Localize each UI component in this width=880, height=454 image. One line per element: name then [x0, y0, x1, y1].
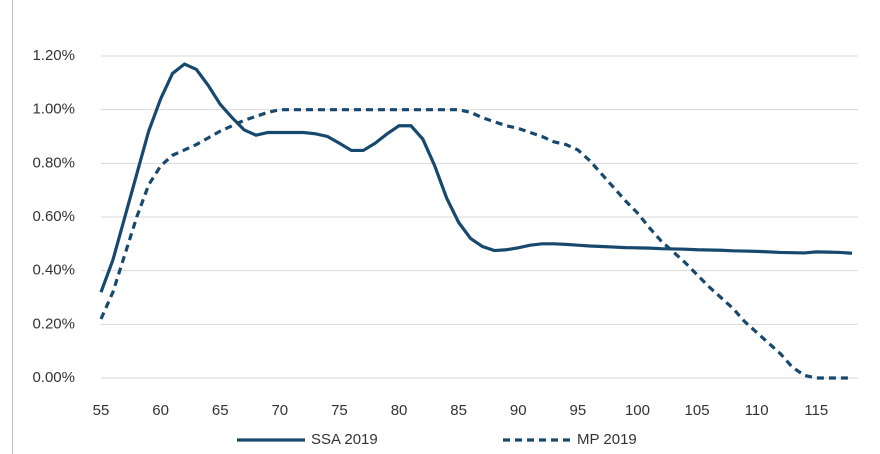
- y-tick-label: 1.00%: [32, 101, 75, 118]
- series-line: [99, 108, 853, 380]
- x-tick-label: 85: [450, 402, 467, 419]
- y-tick-label: 1.20%: [32, 47, 75, 64]
- x-tick-label: 65: [212, 402, 229, 419]
- x-tick-label: 110: [745, 402, 769, 419]
- x-tick-label: 75: [331, 402, 348, 419]
- x-tick-label: 80: [391, 402, 408, 419]
- x-tick-label: 115: [804, 402, 828, 419]
- y-tick-label: 0.00%: [32, 369, 75, 386]
- series-line: [99, 62, 853, 293]
- x-tick-label: 60: [152, 402, 169, 419]
- x-tick-label: 70: [271, 402, 288, 419]
- x-tick-label: 95: [570, 402, 587, 419]
- legend-label: MP 2019: [577, 431, 637, 448]
- x-tick-label: 90: [510, 402, 527, 419]
- y-tick-label: 0.80%: [32, 154, 75, 171]
- y-tick-label: 0.20%: [32, 315, 75, 332]
- x-tick-label: 105: [685, 402, 710, 419]
- frame: [12, 0, 13, 454]
- legend-label: SSA 2019: [311, 431, 378, 448]
- y-tick-label: 0.40%: [32, 262, 75, 279]
- y-tick-label: 0.60%: [32, 208, 75, 225]
- x-tick-label: 100: [625, 402, 650, 419]
- x-tick-label: 55: [93, 402, 110, 419]
